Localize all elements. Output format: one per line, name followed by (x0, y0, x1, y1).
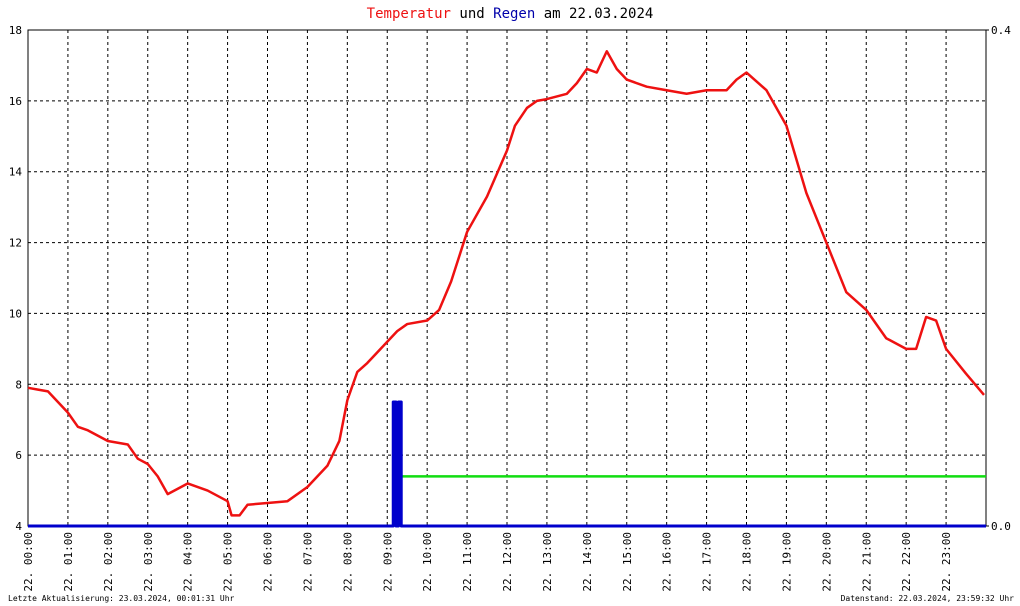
x-tick-label: 22. 14:00 (581, 532, 594, 592)
x-tick-label: 22. 20:00 (820, 532, 833, 592)
x-tick-label: 22. 04:00 (182, 532, 195, 592)
x-tick-label: 22. 05:00 (222, 532, 235, 592)
y-tick-label: 18 (9, 24, 22, 37)
x-tick-label: 22. 19:00 (780, 532, 793, 592)
x-tick-label: 22. 07:00 (301, 532, 314, 592)
x-tick-label: 22. 08:00 (341, 532, 354, 592)
y-tick-label: 10 (9, 307, 22, 320)
title-temperature: Temperatur (367, 6, 451, 22)
x-tick-label: 22. 17:00 (701, 532, 714, 592)
footer-left: Letzte Aktualisierung: 23.03.2024, 00:01… (8, 594, 235, 603)
x-tick-label: 22. 01:00 (62, 532, 75, 592)
y-tick-label: 4 (15, 520, 22, 533)
x-tick-label: 22. 02:00 (102, 532, 115, 592)
x-tick-label: 22. 09:00 (381, 532, 394, 592)
x-tick-label: 22. 21:00 (860, 532, 873, 592)
y2-tick-label: 0.4 (991, 24, 1011, 37)
y2-tick-label: 0.0 (991, 520, 1011, 533)
x-tick-label: 22. 10:00 (421, 532, 434, 592)
title-mid: und (459, 6, 484, 22)
x-tick-label: 22. 11:00 (461, 532, 474, 592)
title-rain: Regen (493, 6, 535, 22)
x-tick-label: 22. 18:00 (741, 532, 754, 592)
footer-right: Datenstand: 22.03.2024, 23:59:32 Uhr (841, 594, 1015, 603)
y-tick-label: 6 (15, 449, 22, 462)
chart-title: Temperatur und Regen am 22.03.2024 (367, 6, 654, 22)
y-tick-label: 16 (9, 95, 22, 108)
x-tick-label: 22. 06:00 (262, 532, 275, 592)
y-tick-label: 8 (15, 378, 22, 391)
y-tick-label: 14 (9, 166, 23, 179)
x-tick-label: 22. 15:00 (621, 532, 634, 592)
series-line (27, 50, 985, 517)
x-tick-label: 22. 00:00 (22, 532, 35, 592)
x-tick-label: 22. 16:00 (661, 532, 674, 592)
x-tick-label: 22. 03:00 (142, 532, 155, 592)
x-tick-label: 22. 22:00 (900, 532, 913, 592)
x-tick-label: 22. 13:00 (541, 532, 554, 592)
x-tick-label: 22. 23:00 (940, 532, 953, 592)
y-tick-label: 12 (9, 237, 22, 250)
x-tick-label: 22. 12:00 (501, 532, 514, 592)
series-line (28, 400, 986, 528)
title-end: am 22.03.2024 (544, 6, 654, 22)
